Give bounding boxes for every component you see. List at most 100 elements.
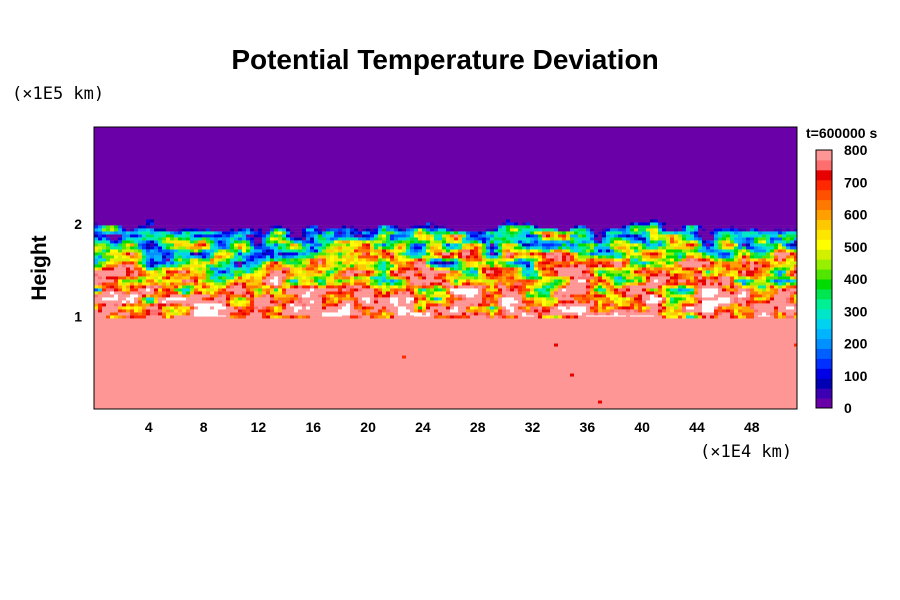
field-cell: [542, 249, 546, 253]
field-cell: [378, 285, 382, 289]
field-cell: [786, 252, 790, 256]
field-cell: [718, 222, 722, 226]
field-cell: [410, 273, 414, 277]
field-cell: [630, 228, 634, 232]
field-cell: [394, 279, 398, 283]
field-cell: [270, 282, 274, 286]
field-cell: [118, 303, 122, 307]
field-cell: [490, 261, 494, 265]
field-cell: [710, 231, 714, 235]
field-cell: [566, 282, 570, 286]
field-cell: [534, 237, 538, 241]
field-cell: [762, 279, 766, 283]
field-cell: [254, 228, 258, 232]
field-cell: [418, 252, 422, 256]
field-cell: [594, 282, 598, 286]
field-cell: [574, 249, 578, 253]
field-cell: [690, 255, 694, 259]
field-cell: [322, 294, 326, 298]
field-cell: [530, 228, 534, 232]
field-cell: [686, 225, 690, 229]
field-cell: [774, 222, 778, 226]
field-cell: [606, 291, 610, 295]
field-cell: [738, 222, 742, 226]
field-cell: [738, 279, 742, 283]
field-cell: [442, 285, 446, 289]
field-cell: [490, 249, 494, 253]
field-cell: [430, 225, 434, 229]
field-cell: [426, 240, 430, 244]
field-cell: [666, 276, 670, 280]
field-cell: [294, 231, 298, 235]
field-cell: [146, 261, 150, 265]
field-cell: [642, 303, 646, 307]
field-cell: [306, 273, 310, 277]
field-cell: [794, 252, 797, 256]
field-cell: [670, 243, 674, 247]
field-cell: [714, 228, 718, 232]
field-cell: [414, 303, 418, 307]
field-cell: [442, 234, 446, 238]
field-cell: [262, 246, 266, 250]
field-cell: [230, 255, 234, 259]
field-cell: [214, 276, 218, 280]
field-cell: [254, 267, 258, 271]
field-cell: [650, 267, 654, 271]
field-cell: [126, 267, 130, 271]
field-cell: [162, 237, 166, 241]
field-cell: [122, 261, 126, 265]
field-cell: [430, 228, 434, 232]
field-cell: [630, 273, 634, 277]
field-cell: [310, 231, 314, 235]
field-cell: [314, 219, 318, 223]
field-cell: [222, 270, 226, 274]
field-cell: [538, 282, 542, 286]
field-cell: [694, 252, 698, 256]
field-cell: [658, 240, 662, 244]
field-cell: [658, 258, 662, 262]
field-cell: [482, 285, 486, 289]
field-cell: [562, 258, 566, 262]
field-cell: [742, 222, 746, 226]
field-cell: [346, 264, 350, 268]
field-cell: [554, 234, 558, 238]
field-cell: [506, 288, 510, 292]
field-cell: [178, 267, 182, 271]
field-cell: [114, 267, 118, 271]
field-cell: [198, 270, 202, 274]
field-cell: [510, 246, 514, 250]
field-cell: [266, 279, 270, 283]
field-cell: [130, 264, 134, 268]
field-cell: [426, 222, 430, 226]
field-cell: [482, 282, 486, 286]
field-cell: [398, 276, 402, 280]
field-cell: [338, 237, 342, 241]
field-cell: [550, 261, 554, 265]
field-cell: [450, 240, 454, 244]
field-cell: [686, 252, 690, 256]
field-cell: [570, 222, 574, 226]
field-cell: [202, 249, 206, 253]
field-cell: [742, 261, 746, 265]
field-cell: [486, 246, 490, 250]
field-cell: [306, 240, 310, 244]
field-cell: [222, 261, 226, 265]
field-cell: [654, 222, 658, 226]
field-cell: [430, 282, 434, 286]
field-cell: [398, 300, 402, 304]
field-cell: [386, 246, 390, 250]
field-cell: [118, 297, 122, 301]
field-cell: [622, 303, 626, 307]
field-cell: [278, 291, 282, 295]
field-cell: [414, 291, 418, 295]
field-cell: [698, 303, 702, 307]
field-cell: [542, 261, 546, 265]
field-cell: [506, 240, 510, 244]
field-cell: [674, 252, 678, 256]
field-cell: [370, 249, 374, 253]
field-cell: [498, 264, 502, 268]
field-cell: [166, 291, 170, 295]
field-cell: [590, 243, 594, 247]
field-cell: [314, 261, 318, 265]
field-cell: [246, 240, 250, 244]
